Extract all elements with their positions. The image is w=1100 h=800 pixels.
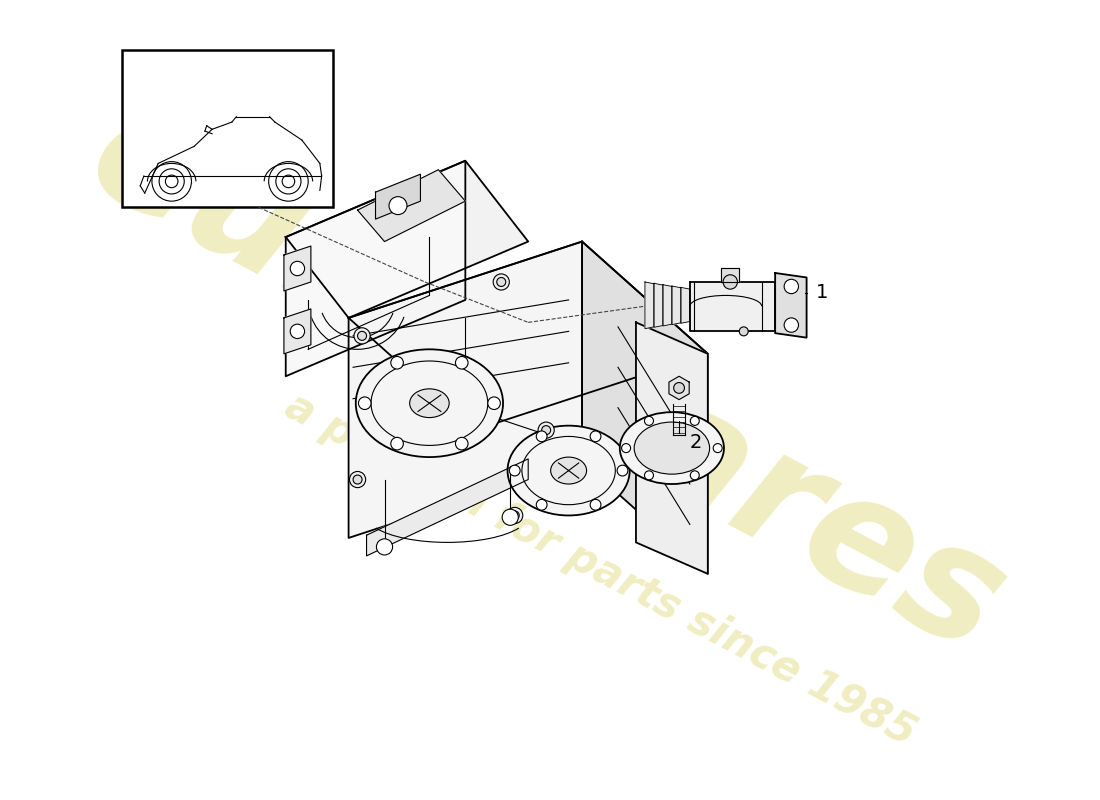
Circle shape	[537, 499, 547, 510]
Ellipse shape	[355, 350, 503, 457]
Text: a passion for parts since 1985: a passion for parts since 1985	[277, 385, 923, 754]
Polygon shape	[286, 161, 465, 376]
Ellipse shape	[507, 426, 629, 515]
Circle shape	[673, 382, 684, 394]
Circle shape	[455, 357, 468, 369]
Circle shape	[538, 422, 554, 438]
Polygon shape	[375, 174, 420, 219]
Circle shape	[389, 197, 407, 214]
Ellipse shape	[551, 457, 586, 484]
Circle shape	[390, 357, 404, 369]
Ellipse shape	[371, 361, 487, 446]
Polygon shape	[669, 376, 690, 400]
Polygon shape	[358, 170, 465, 242]
Circle shape	[617, 465, 628, 476]
Circle shape	[621, 444, 630, 453]
Circle shape	[739, 327, 748, 336]
Circle shape	[358, 331, 366, 340]
Circle shape	[350, 471, 365, 488]
Circle shape	[541, 426, 551, 434]
Circle shape	[645, 471, 653, 480]
Circle shape	[487, 397, 500, 410]
Circle shape	[509, 465, 520, 476]
Circle shape	[591, 431, 601, 442]
Polygon shape	[286, 161, 528, 318]
Ellipse shape	[521, 437, 615, 505]
Circle shape	[537, 431, 547, 442]
Polygon shape	[722, 269, 739, 282]
Ellipse shape	[619, 412, 724, 484]
Circle shape	[376, 539, 393, 555]
Polygon shape	[690, 282, 776, 331]
Polygon shape	[645, 282, 653, 329]
Polygon shape	[366, 459, 528, 556]
Circle shape	[591, 499, 601, 510]
Polygon shape	[653, 283, 663, 327]
Text: eurospares: eurospares	[64, 75, 1028, 686]
Circle shape	[160, 169, 184, 194]
Polygon shape	[582, 242, 707, 574]
Polygon shape	[284, 309, 311, 354]
Circle shape	[645, 416, 653, 426]
Circle shape	[353, 475, 362, 484]
Circle shape	[493, 274, 509, 290]
Circle shape	[359, 397, 371, 410]
Circle shape	[723, 274, 737, 289]
Circle shape	[784, 318, 799, 332]
Circle shape	[455, 438, 468, 450]
Polygon shape	[776, 273, 806, 338]
Circle shape	[276, 169, 301, 194]
Circle shape	[691, 416, 700, 426]
Circle shape	[290, 262, 305, 276]
Text: 2: 2	[690, 433, 702, 452]
Circle shape	[691, 471, 700, 480]
Circle shape	[152, 162, 191, 201]
Polygon shape	[672, 286, 681, 325]
Circle shape	[507, 507, 522, 523]
Polygon shape	[636, 322, 707, 574]
Circle shape	[497, 278, 506, 286]
Ellipse shape	[635, 422, 710, 474]
Circle shape	[713, 444, 723, 453]
Circle shape	[390, 438, 404, 450]
Bar	[122, 50, 333, 207]
Circle shape	[268, 162, 308, 201]
Polygon shape	[284, 246, 311, 291]
Ellipse shape	[409, 389, 449, 418]
Polygon shape	[349, 242, 582, 538]
Circle shape	[510, 511, 519, 520]
Circle shape	[290, 324, 305, 338]
Polygon shape	[349, 242, 707, 430]
Polygon shape	[681, 287, 690, 323]
Polygon shape	[663, 285, 672, 326]
Circle shape	[354, 328, 370, 344]
Text: 1: 1	[815, 283, 828, 302]
Circle shape	[784, 279, 799, 294]
Circle shape	[503, 509, 518, 526]
